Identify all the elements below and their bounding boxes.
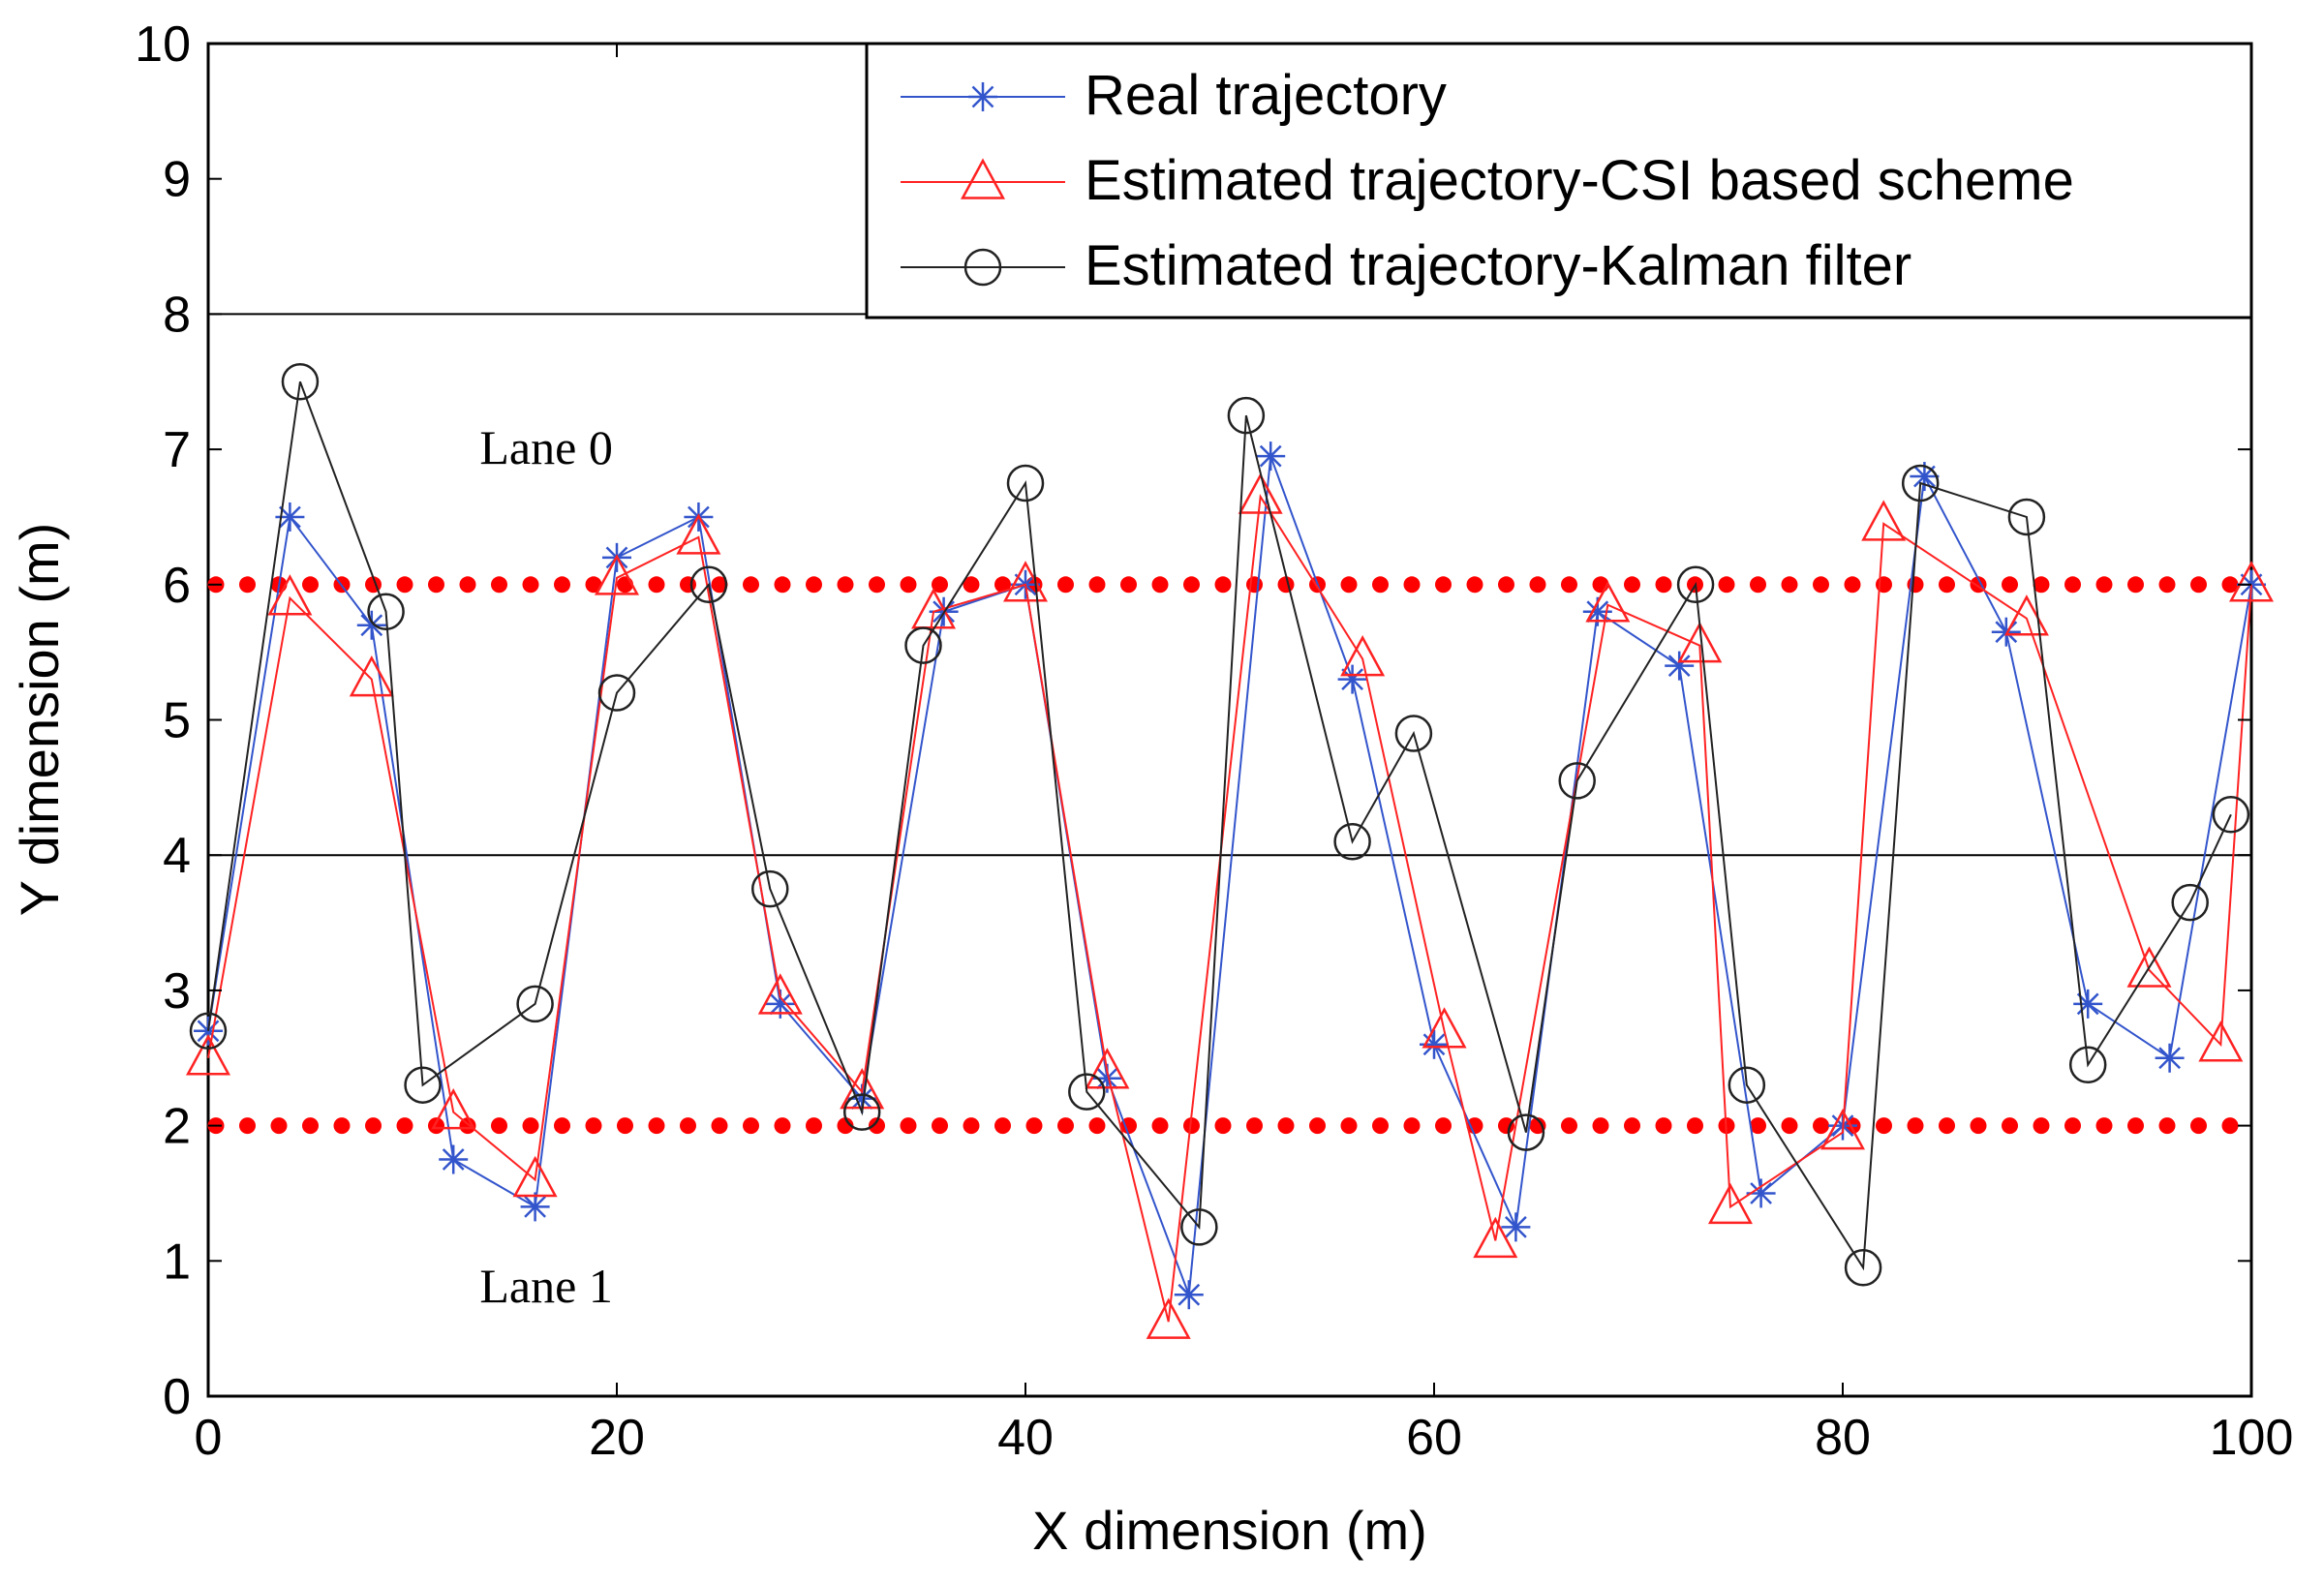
data-point-csi bbox=[431, 1088, 476, 1130]
x-tick-label: 60 bbox=[1406, 1410, 1462, 1466]
data-point-real bbox=[1665, 651, 1695, 681]
data-point-kalman bbox=[1227, 396, 1266, 435]
data-point-real bbox=[439, 1144, 469, 1174]
data-point-real bbox=[356, 610, 386, 640]
x-tick-label: 40 bbox=[997, 1410, 1054, 1466]
y-tick-label: 2 bbox=[163, 1099, 191, 1155]
data-point-csi bbox=[1085, 1048, 1130, 1089]
data-point-csi bbox=[757, 973, 803, 1015]
data-point-kalman bbox=[2212, 796, 2250, 834]
data-point-kalman bbox=[2007, 498, 2046, 536]
y-tick-label: 9 bbox=[163, 152, 191, 208]
data-point-real bbox=[1174, 1280, 1204, 1310]
data-point-csi bbox=[676, 513, 721, 555]
data-point-kalman bbox=[689, 565, 728, 604]
data-point-kalman bbox=[2171, 883, 2209, 922]
data-point-csi bbox=[1585, 581, 1631, 623]
y-axis-label: Y dimension (m) bbox=[9, 523, 70, 917]
legend-label-real: Real trajectory bbox=[1085, 64, 1447, 127]
y-tick-label: 4 bbox=[163, 828, 191, 884]
data-point-csi bbox=[1819, 1108, 1866, 1150]
lane-0-label: Lane 0 bbox=[479, 420, 612, 474]
x-axis-label: X dimension (m) bbox=[1032, 1500, 1427, 1561]
data-point-kalman bbox=[597, 674, 636, 712]
legend-marker-kalman bbox=[963, 248, 1002, 287]
legend-marker-real bbox=[968, 82, 997, 111]
lane-1-label: Lane 1 bbox=[479, 1259, 612, 1313]
data-point-csi bbox=[2198, 1020, 2244, 1062]
data-point-kalman bbox=[1333, 822, 1371, 861]
data-point-csi bbox=[1473, 1216, 1518, 1259]
data-point-kalman bbox=[1006, 464, 1045, 503]
data-point-real bbox=[1991, 617, 2021, 647]
x-tick-label: 20 bbox=[589, 1410, 645, 1466]
data-point-kalman bbox=[904, 626, 942, 664]
data-point-csi bbox=[2126, 946, 2172, 988]
y-tick-label: 5 bbox=[163, 693, 191, 749]
legend: Real trajectory Estimated trajectory-CSI… bbox=[865, 42, 2253, 320]
series-line-kalman bbox=[207, 381, 2232, 1271]
y-tick-label: 3 bbox=[163, 963, 191, 1020]
x-tick-label: 80 bbox=[1815, 1410, 1871, 1466]
data-point-csi bbox=[267, 574, 313, 616]
data-point-kalman bbox=[1728, 1066, 1766, 1104]
data-point-kalman bbox=[1558, 762, 1596, 800]
data-point-csi bbox=[185, 1034, 231, 1076]
series-line-real bbox=[207, 455, 2252, 1295]
series-line-csi bbox=[207, 494, 2252, 1323]
data-point-real bbox=[1501, 1212, 1531, 1242]
data-point-csi bbox=[1422, 1007, 1467, 1049]
y-tick-label: 0 bbox=[163, 1369, 191, 1425]
data-point-kalman bbox=[1394, 715, 1433, 752]
y-tick-label: 6 bbox=[163, 558, 191, 614]
y-tick-label: 1 bbox=[163, 1234, 191, 1290]
data-point-kalman bbox=[1507, 1113, 1545, 1151]
data-point-kalman bbox=[367, 593, 405, 630]
data-point-csi bbox=[1861, 500, 1907, 541]
data-point-real bbox=[1337, 664, 1367, 694]
data-point-kalman bbox=[516, 985, 554, 1023]
legend-marker-csi bbox=[960, 158, 1006, 199]
data-point-csi bbox=[1238, 472, 1283, 514]
x-tick-label: 100 bbox=[2210, 1410, 2294, 1466]
y-tick-label: 7 bbox=[163, 422, 191, 478]
data-point-csi bbox=[594, 554, 640, 595]
data-point-kalman bbox=[1068, 1073, 1106, 1111]
data-point-csi bbox=[2228, 561, 2275, 602]
data-point-kalman bbox=[1901, 464, 1940, 503]
legend-label-csi: Estimated trajectory-CSI based scheme bbox=[1085, 149, 2074, 212]
data-point-real bbox=[1256, 442, 1286, 472]
data-point-kalman bbox=[842, 1093, 881, 1131]
data-point-csi bbox=[1707, 1182, 1753, 1225]
data-point-real bbox=[520, 1192, 550, 1222]
data-point-kalman bbox=[1676, 565, 1715, 604]
data-point-kalman bbox=[751, 869, 789, 908]
legend-label-kalman: Estimated trajectory-Kalman filter bbox=[1085, 234, 1911, 297]
data-point-real bbox=[2073, 989, 2103, 1019]
data-point-kalman bbox=[1180, 1208, 1218, 1246]
data-point-csi bbox=[1146, 1297, 1191, 1339]
data-point-csi bbox=[1677, 622, 1723, 663]
data-point-kalman bbox=[189, 1012, 228, 1051]
y-tick-label: 8 bbox=[163, 287, 191, 343]
series-kalman bbox=[189, 363, 2250, 1287]
data-point-csi bbox=[512, 1155, 558, 1198]
data-point-kalman bbox=[404, 1066, 442, 1104]
data-point-kalman bbox=[281, 363, 320, 401]
legend-box bbox=[865, 42, 2253, 320]
x-tick-label: 0 bbox=[195, 1410, 223, 1466]
data-point-real bbox=[2155, 1043, 2185, 1073]
data-point-kalman bbox=[1844, 1249, 1882, 1287]
y-tick-label: 10 bbox=[135, 16, 191, 73]
data-point-csi bbox=[1340, 635, 1386, 677]
data-point-kalman bbox=[2068, 1046, 2107, 1083]
data-point-csi bbox=[349, 655, 394, 697]
